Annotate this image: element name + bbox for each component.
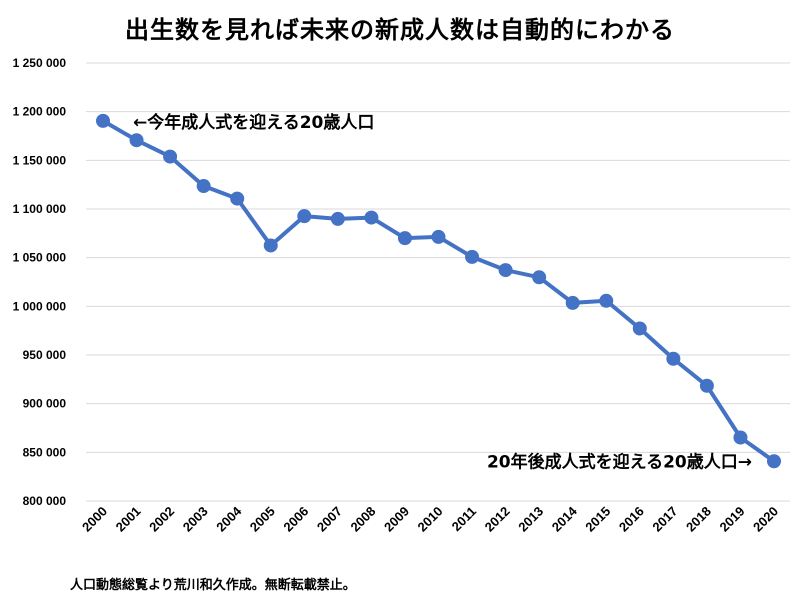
y-tick-label: 900 000	[23, 397, 67, 411]
x-tick-label: 2014	[549, 503, 581, 535]
y-tick-label: 850 000	[23, 445, 67, 459]
data-point	[632, 321, 647, 336]
x-tick-label: 2020	[750, 504, 781, 535]
x-tick-label: 2003	[180, 504, 211, 535]
x-tick-label: 2018	[683, 504, 714, 535]
x-tick-label: 2006	[280, 504, 311, 535]
data-point	[532, 270, 547, 285]
data-point	[565, 295, 580, 310]
x-tick-label: 2005	[247, 504, 278, 535]
data-point	[96, 113, 110, 128]
x-tick-label: 2001	[113, 504, 144, 535]
data-point	[666, 351, 681, 366]
x-tick-label: 2000	[79, 504, 110, 535]
x-tick-label: 2019	[717, 504, 748, 535]
y-tick-label: 1 200 000	[13, 105, 67, 119]
y-tick-label: 1 050 000	[13, 251, 67, 265]
x-tick-label: 2013	[515, 504, 546, 535]
source-note: 人口動態総覧より荒川和久作成。無断転載禁止。	[70, 578, 356, 593]
x-tick-label: 2002	[146, 504, 177, 535]
y-tick-label: 1 100 000	[13, 202, 67, 216]
data-point	[767, 454, 781, 469]
y-tick-label: 1 250 000	[13, 56, 67, 70]
chart-title: 出生数を見れば未来の新成人数は自動的にわかる	[125, 16, 675, 44]
data-point	[330, 211, 345, 226]
x-tick-label: 2011	[449, 504, 480, 535]
data-point	[397, 231, 412, 246]
annotation-future-20yo: 20年後成人式を迎える20歳人口→	[487, 451, 752, 472]
x-tick-label: 2010	[415, 504, 446, 535]
data-point	[498, 263, 513, 278]
x-tick-label: 2012	[482, 504, 513, 535]
x-tick-label: 2009	[381, 504, 412, 535]
x-tick-label: 2007	[314, 504, 345, 535]
data-point	[431, 229, 446, 244]
data-point	[196, 179, 211, 194]
data-point	[297, 209, 312, 224]
annotation-current-20yo: ←今年成人式を迎える20歳人口	[133, 112, 374, 133]
y-tick-label: 1 000 000	[13, 299, 67, 313]
x-tick-label: 2017	[649, 504, 680, 535]
x-tick-label: 2008	[347, 504, 378, 535]
x-tick-label: 2004	[213, 503, 245, 535]
data-point	[465, 249, 480, 264]
data-point	[230, 191, 245, 206]
x-tick-label: 2015	[582, 504, 613, 535]
data-point	[699, 378, 714, 393]
data-point	[163, 149, 178, 164]
data-point	[733, 430, 748, 445]
data-point	[263, 238, 278, 253]
x-tick-label: 2016	[616, 504, 647, 535]
data-point	[364, 210, 379, 225]
series-line	[102, 119, 776, 463]
y-tick-label: 1 150 000	[13, 153, 67, 167]
data-point	[129, 133, 144, 148]
y-tick-label: 950 000	[23, 348, 67, 362]
y-tick-label: 800 000	[23, 494, 67, 508]
data-point	[599, 293, 614, 308]
